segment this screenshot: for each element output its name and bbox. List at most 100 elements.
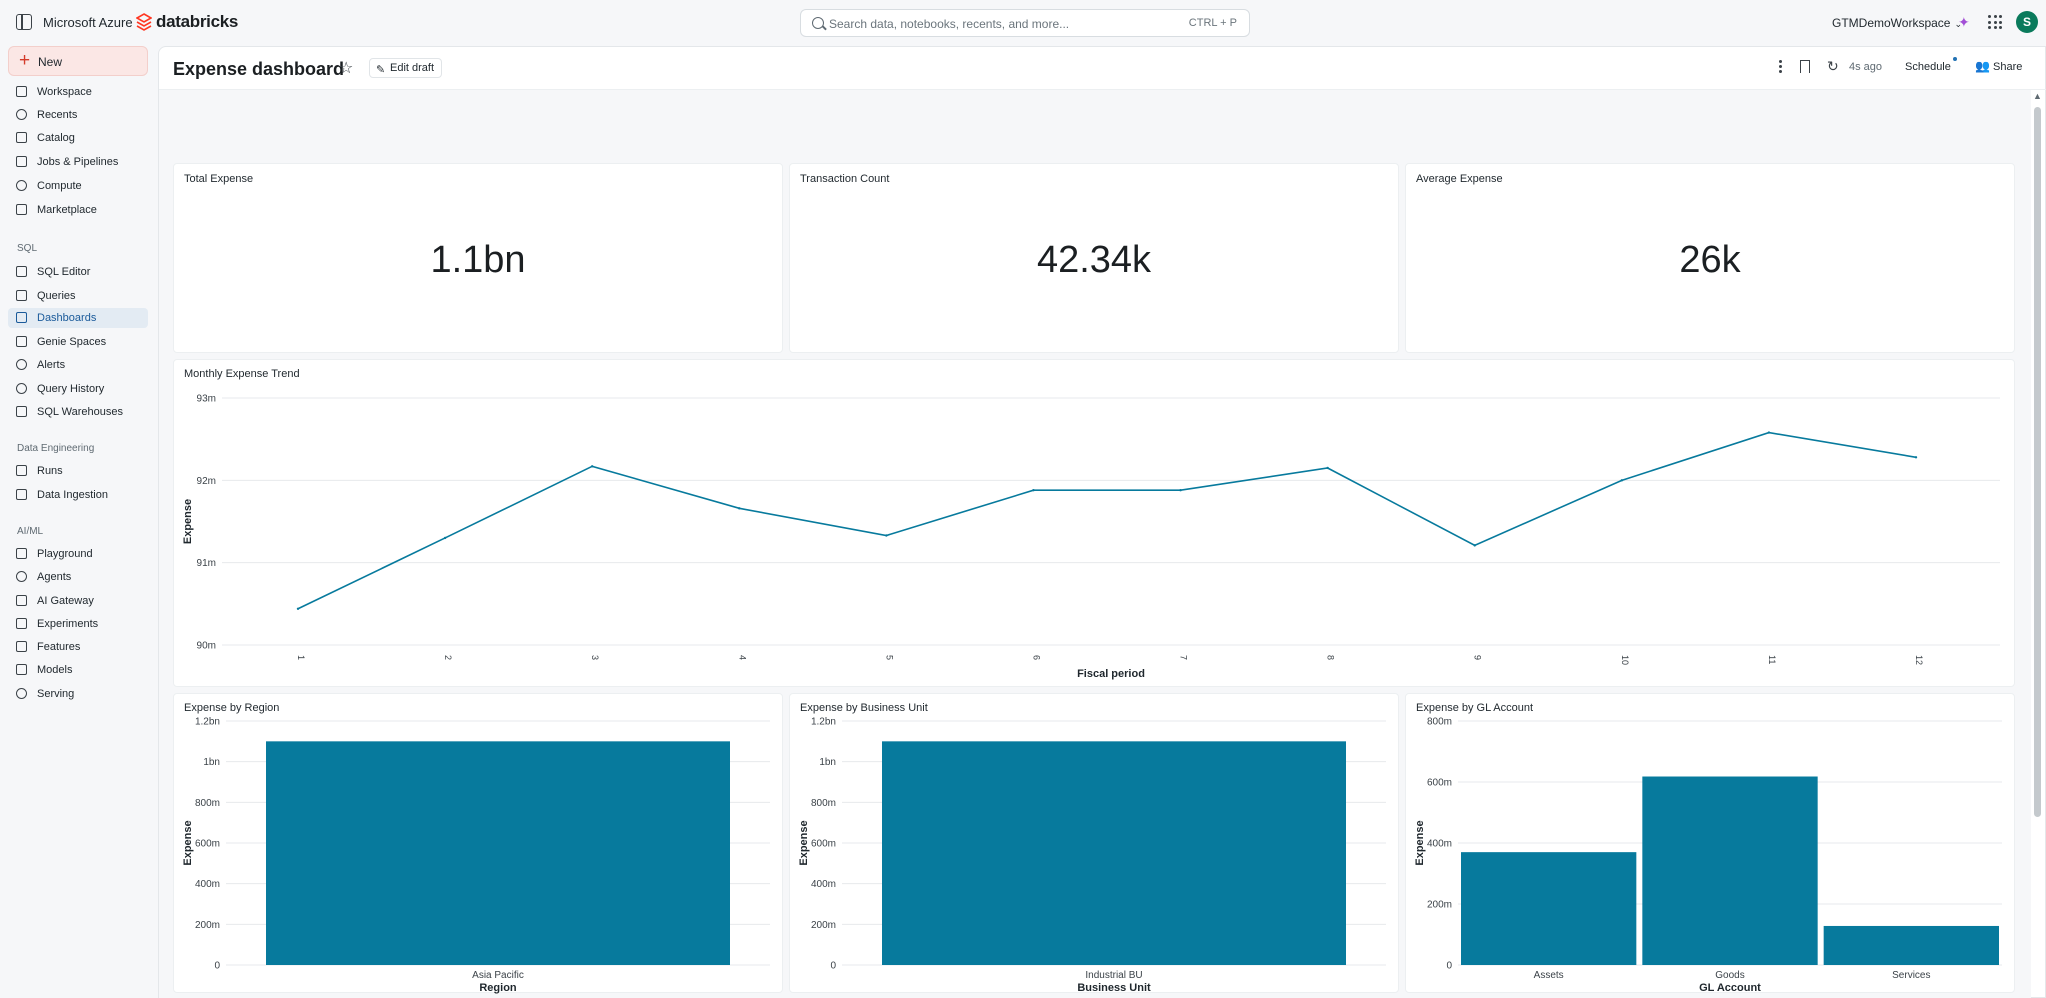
canvas-scrollbar[interactable]: ▲ xyxy=(2032,91,2042,991)
sidebar-item-label: Serving xyxy=(37,688,75,700)
sidebar-item-label: Queries xyxy=(37,290,76,302)
sidebar-item-features[interactable]: Features xyxy=(8,637,148,657)
x-axis-label: Business Unit xyxy=(1077,982,1151,994)
schedule-button[interactable]: Schedule xyxy=(1905,61,1951,73)
y-axis-label: Expense xyxy=(182,499,194,544)
gateway-icon xyxy=(16,595,27,606)
sidebar-item-genie-spaces[interactable]: Genie Spaces xyxy=(8,332,148,352)
global-search[interactable]: CTRL + P xyxy=(800,9,1250,37)
list-icon xyxy=(16,465,27,476)
y-tick-label: 200m xyxy=(811,920,836,931)
x-tick-label: 12 xyxy=(1914,655,1924,665)
sidebar-item-label: Catalog xyxy=(37,132,75,144)
sidebar-item-sql-warehouses[interactable]: SQL Warehouses xyxy=(8,402,148,422)
search-input[interactable] xyxy=(829,14,1159,34)
x-tick-label: Asia Pacific xyxy=(472,970,524,981)
widget-transaction-count[interactable]: Transaction Count 42.34k xyxy=(789,163,1399,353)
widget-monthly-expense-trend[interactable]: Monthly Expense Trend 90m 91m 92m 93m Expense… xyxy=(173,359,2015,687)
sidebar-item-ai-gateway[interactable]: AI Gateway xyxy=(8,591,148,611)
org-name: Microsoft Azure xyxy=(43,15,133,30)
warehouse-icon xyxy=(16,406,27,417)
sidebar-item-label: Query History xyxy=(37,383,105,395)
widget-title: Average Expense xyxy=(1416,173,1503,185)
workflow-icon xyxy=(16,156,27,167)
edit-draft-button[interactable]: ✎ Edit draft xyxy=(369,58,443,78)
sidebar-item-serving[interactable]: Serving xyxy=(8,684,148,704)
model-icon xyxy=(16,664,27,675)
y-tick-label: 1.2bn xyxy=(811,717,836,728)
sidebar-item-workspace[interactable]: Workspace xyxy=(8,82,148,102)
agent-icon xyxy=(16,571,27,582)
widget-average-expense[interactable]: Average Expense 26k xyxy=(1405,163,2015,353)
more-options-icon[interactable] xyxy=(1779,60,1782,74)
bar xyxy=(1461,852,1637,965)
x-axis-label: Region xyxy=(479,982,517,994)
sidebar-section-data-engineering: Data Engineering xyxy=(17,443,95,454)
workspace-switcher[interactable]: GTMDemoWorkspace ⌄ xyxy=(1832,16,1962,30)
x-tick-label: 1 xyxy=(296,655,306,660)
user-avatar[interactable]: S xyxy=(2016,11,2038,33)
widget-expense-by-gl-account[interactable]: Expense by GL Account 0 200m 400m 600m 800m Ex… xyxy=(1405,693,2015,994)
y-tick-label: 800m xyxy=(811,798,836,809)
x-tick-label: 3 xyxy=(590,655,600,660)
y-axis-label: Expense xyxy=(798,820,810,865)
store-icon xyxy=(16,204,27,215)
sidebar-item-dashboards[interactable]: Dashboards xyxy=(8,308,148,328)
sidebar-item-jobs-pipelines[interactable]: Jobs & Pipelines xyxy=(8,152,148,172)
scroll-up-icon[interactable]: ▲ xyxy=(2033,91,2042,101)
data-point xyxy=(1914,456,1918,459)
y-tick-label: 400m xyxy=(1427,839,1452,850)
sidebar-toggle-icon[interactable] xyxy=(16,14,32,30)
sidebar-item-queries[interactable]: Queries xyxy=(8,286,148,306)
data-point xyxy=(1326,466,1329,470)
databricks-logo-icon[interactable] xyxy=(136,13,152,31)
refresh-icon[interactable]: ↻ xyxy=(1827,58,1839,74)
data-point xyxy=(1620,479,1624,482)
new-button[interactable]: + New xyxy=(8,46,148,76)
sidebar-item-marketplace[interactable]: Marketplace xyxy=(8,200,148,220)
chart-title: Expense by Region xyxy=(184,702,279,714)
sidebar-item-sql-editor[interactable]: SQL Editor xyxy=(8,262,148,282)
widget-expense-by-region[interactable]: Expense by Region 0 200m 400m 600m 800m 1bn 1.2… xyxy=(173,693,783,994)
widget-expense-by-business-unit[interactable]: Expense by Business Unit 0 200m 400m 600m 800… xyxy=(789,693,1399,994)
sidebar-item-label: Genie Spaces xyxy=(37,336,107,348)
assistant-sparkle-icon[interactable]: ✦ xyxy=(1958,14,1970,30)
data-point xyxy=(885,534,888,537)
data-point xyxy=(443,536,447,540)
y-tick-label: 600m xyxy=(195,839,220,850)
sidebar-item-catalog[interactable]: Catalog xyxy=(8,128,148,148)
apps-grid-icon[interactable] xyxy=(1988,15,2002,29)
sidebar-item-compute[interactable]: Compute xyxy=(8,176,148,196)
sidebar-item-experiments[interactable]: Experiments xyxy=(8,614,148,634)
star-icon[interactable]: ☆ xyxy=(339,60,354,77)
sidebar-item-models[interactable]: Models xyxy=(8,660,148,680)
widget-total-expense[interactable]: Total Expense 1.1bn xyxy=(173,163,783,353)
line-chart: Monthly Expense Trend 90m 91m 92m 93m Expense… xyxy=(182,368,2000,680)
sidebar-item-playground[interactable]: Playground xyxy=(8,544,148,564)
y-tick-label: 600m xyxy=(811,839,836,850)
bar-chart-gl-account: Expense by GL Account 0 200m 400m 600m 800m Ex… xyxy=(1414,702,2002,994)
scrollbar-thumb[interactable] xyxy=(2034,107,2041,817)
sidebar-item-data-ingestion[interactable]: Data Ingestion xyxy=(8,485,148,505)
playground-icon xyxy=(16,548,27,559)
new-button-label: New xyxy=(38,55,63,69)
bookmark-icon[interactable] xyxy=(1800,60,1810,73)
sidebar-item-alerts[interactable]: Alerts xyxy=(8,355,148,375)
y-tick-label: 400m xyxy=(195,879,220,890)
counter-value: 26k xyxy=(1679,239,1741,281)
data-point xyxy=(738,507,741,510)
sidebar-item-label: Features xyxy=(37,641,81,653)
share-button[interactable]: Share xyxy=(1993,61,2023,73)
x-tick-label: 11 xyxy=(1767,655,1777,664)
sidebar-item-label: Models xyxy=(37,664,73,676)
sidebar-item-agents[interactable]: Agents xyxy=(8,567,148,587)
bell-icon xyxy=(16,359,27,370)
sidebar-item-recents[interactable]: Recents xyxy=(8,105,148,125)
y-tick-label: 93m xyxy=(197,394,216,405)
search-icon xyxy=(812,17,824,29)
sidebar-item-runs[interactable]: Runs xyxy=(8,461,148,481)
brand-name[interactable]: databricks xyxy=(156,12,239,31)
workspace-name: GTMDemoWorkspace xyxy=(1832,16,1951,30)
x-axis-label: GL Account xyxy=(1699,982,1761,994)
sidebar-item-query-history[interactable]: Query History xyxy=(8,379,148,399)
